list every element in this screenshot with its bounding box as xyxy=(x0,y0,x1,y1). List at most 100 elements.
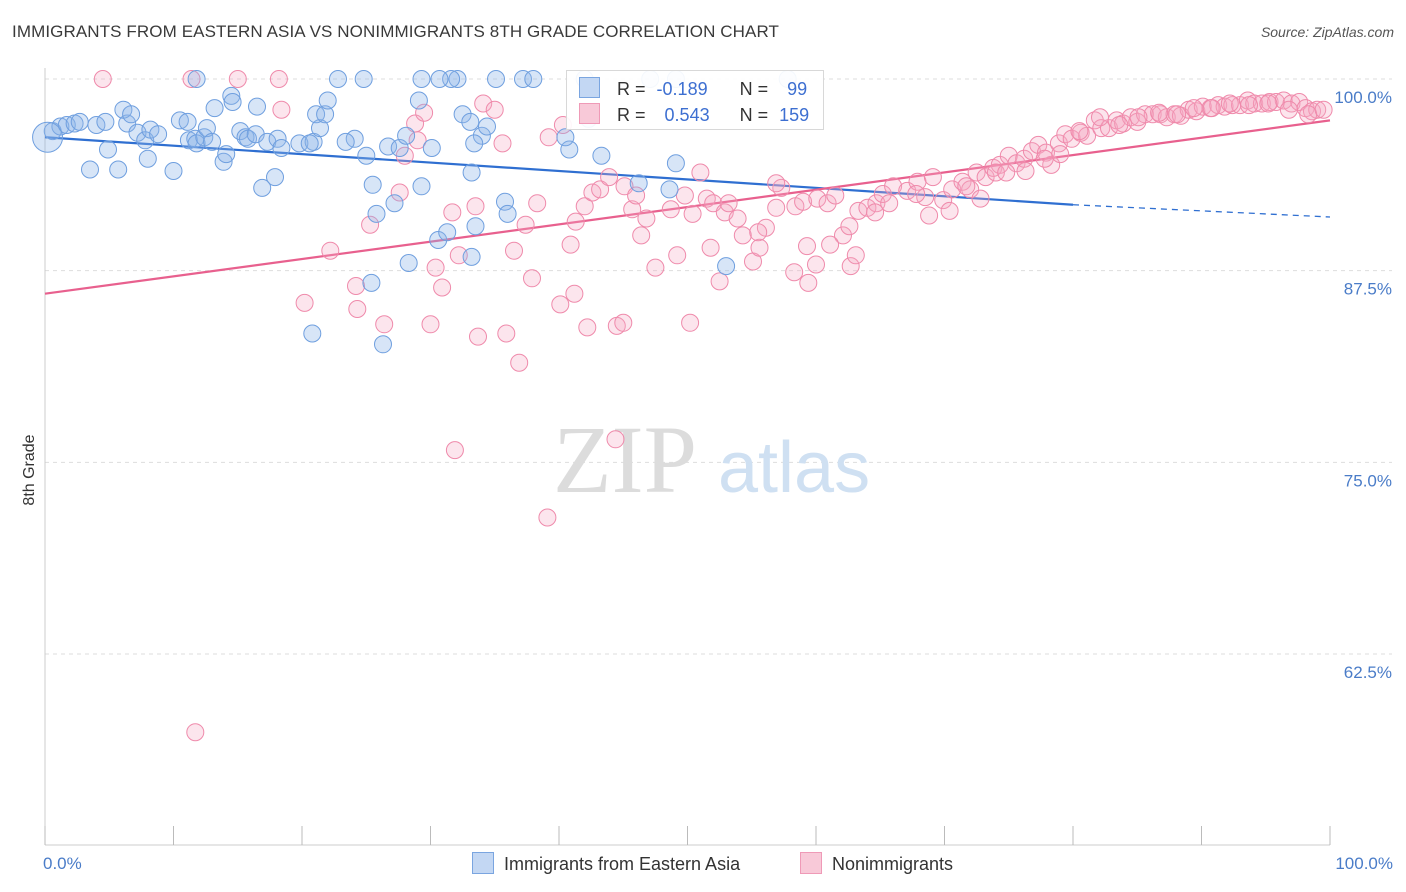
point-pink-66 xyxy=(873,185,892,203)
point-blue-12 xyxy=(122,105,141,124)
point-blue-84 xyxy=(524,70,543,88)
point-pink-160 xyxy=(510,353,529,372)
point-blue-41 xyxy=(272,139,291,157)
bottom-legend-swatch-pink xyxy=(800,852,822,874)
point-pink-149 xyxy=(1150,103,1169,122)
point-pink-159 xyxy=(445,441,464,460)
point-pink-34 xyxy=(623,200,642,219)
point-blue-52 xyxy=(379,137,398,156)
point-pink-17 xyxy=(466,197,485,216)
point-pink-129 xyxy=(807,255,825,274)
point-blue-79 xyxy=(498,204,517,223)
point-pink-139 xyxy=(971,189,990,208)
point-pink-60 xyxy=(826,186,845,205)
point-pink-115 xyxy=(1252,94,1271,113)
point-pink-172 xyxy=(565,284,584,303)
y-tick-label-0: 100.0% xyxy=(1334,88,1392,107)
point-blue-95 xyxy=(303,324,322,343)
y-tick-label-3: 62.5% xyxy=(1344,663,1392,682)
point-pink-162 xyxy=(538,508,557,527)
point-blue-86 xyxy=(556,128,575,147)
x-tick-label-0: 0.0% xyxy=(43,854,82,873)
point-pink-163 xyxy=(606,430,625,449)
x-tick-label-1: 100.0% xyxy=(1335,854,1393,873)
gridlines xyxy=(45,78,1392,655)
point-pink-88 xyxy=(1056,125,1075,144)
point-pink-42 xyxy=(683,204,702,223)
series-nonimmigrants xyxy=(93,70,1333,742)
bottom-legend-blue: Immigrants from Eastern Asia xyxy=(472,852,740,875)
point-blue-65 xyxy=(385,194,404,213)
bottom-legend: Immigrants from Eastern Asia Nonimmigran… xyxy=(0,852,1406,878)
point-pink-128 xyxy=(799,273,818,292)
point-pink-23 xyxy=(523,269,541,288)
legend-n-label-blue: N = xyxy=(739,79,769,99)
point-pink-77 xyxy=(976,168,995,187)
point-blue-26 xyxy=(203,132,222,151)
point-pink-146 xyxy=(1091,108,1109,127)
point-blue-76 xyxy=(478,117,496,136)
chart-title: IMMIGRANTS FROM EASTERN ASIA VS NONIMMIG… xyxy=(12,22,780,41)
point-pink-37 xyxy=(637,209,656,228)
point-pink-153 xyxy=(1220,94,1239,113)
point-pink-15 xyxy=(443,203,462,222)
point-blue-85 xyxy=(560,140,579,159)
point-blue-42 xyxy=(290,134,309,153)
point-blue-36 xyxy=(248,97,266,116)
point-pink-176 xyxy=(295,293,314,312)
point-blue-30 xyxy=(222,86,241,105)
point-pink-18 xyxy=(474,94,493,113)
point-pink-43 xyxy=(691,163,710,182)
point-blue-1 xyxy=(51,117,70,136)
point-blue-64 xyxy=(412,177,431,196)
legend: R = -0.189 N = 99 R = 0.543 N = 159 xyxy=(566,70,824,130)
point-blue-68 xyxy=(422,139,441,157)
point-pink-0 xyxy=(93,70,112,88)
point-blue-31 xyxy=(223,93,242,111)
point-pink-32 xyxy=(600,168,619,187)
point-pink-25 xyxy=(539,128,558,147)
point-blue-25 xyxy=(197,119,216,138)
point-blue-92 xyxy=(660,180,679,199)
legend-swatch-blue xyxy=(579,77,600,98)
point-pink-171 xyxy=(681,313,700,332)
point-blue-cluster xyxy=(32,121,64,153)
point-blue-46 xyxy=(316,105,335,124)
point-blue-96 xyxy=(362,273,381,292)
point-pink-65 xyxy=(867,194,886,213)
point-pink-36 xyxy=(632,226,651,245)
point-pink-4 xyxy=(272,100,291,119)
point-blue-47 xyxy=(318,91,337,110)
point-pink-143 xyxy=(1035,149,1054,168)
point-blue-56 xyxy=(448,70,467,88)
watermark: ZIP atlas xyxy=(553,406,870,513)
point-pink-127 xyxy=(785,263,804,282)
point-pink-71 xyxy=(923,168,942,187)
point-blue-77 xyxy=(465,134,484,153)
point-pink-14 xyxy=(433,278,452,297)
point-pink-53 xyxy=(767,198,786,217)
point-blue-57 xyxy=(514,70,532,88)
bottom-legend-swatch-blue xyxy=(472,852,494,874)
legend-r-label-blue: R = xyxy=(617,79,646,99)
point-blue-6 xyxy=(96,112,115,131)
point-blue-74 xyxy=(453,105,472,124)
y-axis-title: 8th Grade xyxy=(21,434,38,505)
point-pink-7 xyxy=(361,215,380,234)
legend-r-value-blue: -0.189 xyxy=(656,79,708,99)
point-pink-175 xyxy=(551,295,570,314)
point-blue-81 xyxy=(462,247,481,266)
point-pink-170 xyxy=(469,327,487,346)
point-pink-107 xyxy=(1193,97,1212,116)
point-pink-39 xyxy=(661,200,680,219)
point-pink-5 xyxy=(321,241,340,260)
point-pink-89 xyxy=(1062,129,1081,148)
point-pink-67 xyxy=(884,177,903,196)
point-pink-144 xyxy=(1051,145,1070,164)
bottom-legend-pink: Nonimmigrants xyxy=(800,852,953,875)
point-pink-158 xyxy=(1314,100,1333,119)
point-blue-69 xyxy=(430,70,449,88)
point-pink-58 xyxy=(808,189,827,208)
point-pink-136 xyxy=(920,206,939,225)
